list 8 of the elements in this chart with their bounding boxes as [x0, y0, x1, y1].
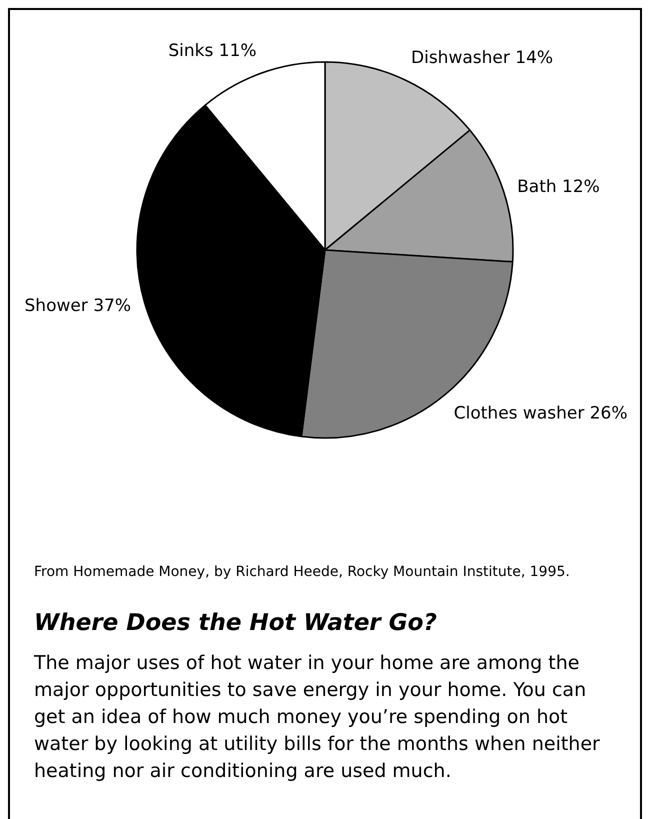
text: Where Does the Hot Water Go?	[34, 610, 437, 636]
slice-label: Sinks 11%	[168, 40, 257, 61]
text: The major uses of hot water in your home are among the major opportunities to save energy in your home. You can get an idea of how much money you’re spending on hot water by looking at utility bills for the months when neither heating nor air conditioning are used much.	[34, 651, 601, 784]
slice-label: Bath 12%	[517, 177, 600, 197]
slice-label: Dishwasher 14%	[411, 48, 554, 68]
slice-label: Shower 37%	[24, 296, 132, 316]
text: From Homemade Money, by Richard Heede, Rocky Mountain Institute, 1995.	[34, 563, 571, 582]
slice-label: Clothes washer 26%	[454, 404, 628, 424]
